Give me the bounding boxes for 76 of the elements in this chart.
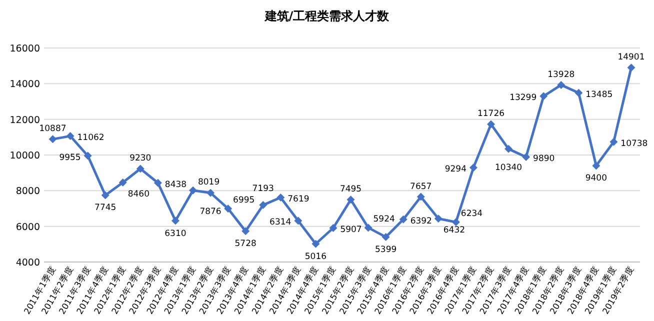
point: [592, 162, 600, 170]
point: [84, 152, 92, 160]
point: [557, 80, 566, 89]
data-label: 6392: [410, 216, 432, 226]
y-tick-label: 4000: [16, 258, 40, 268]
point: [276, 193, 285, 202]
point: [610, 138, 618, 146]
data-label: 7657: [410, 182, 432, 192]
point: [224, 204, 232, 213]
point: [382, 233, 390, 242]
point: [346, 196, 355, 204]
data-label: 9230: [130, 154, 152, 164]
y-tick-label: 10000: [10, 150, 40, 162]
data-label: 9400: [585, 174, 607, 184]
point: [48, 135, 57, 144]
data-label: 13299: [510, 93, 537, 104]
data-label: 10738: [620, 138, 648, 149]
point: [487, 120, 495, 128]
data-label: 8438: [164, 180, 187, 190]
data-label: 6432: [443, 226, 466, 236]
data-label: 7876: [200, 206, 222, 217]
point: [101, 191, 110, 200]
point: [574, 88, 583, 97]
data-label: 7745: [94, 203, 116, 214]
point: [118, 178, 127, 186]
data-label: 11062: [77, 133, 104, 144]
data-label: 7619: [288, 194, 310, 204]
y-tick-label: 6000: [16, 222, 40, 233]
data-label: 11726: [477, 109, 505, 120]
point: [434, 214, 442, 223]
point: [154, 178, 162, 187]
point: [294, 216, 302, 225]
data-label: 10340: [495, 162, 522, 173]
data-label: 9294: [444, 164, 466, 175]
y-tick-label: 8000: [16, 186, 40, 198]
data-label: 9955: [59, 152, 81, 163]
point: [399, 215, 408, 224]
data-label: 5399: [375, 245, 397, 256]
point: [364, 224, 372, 232]
point: [416, 192, 425, 201]
data-label: 6310: [164, 228, 186, 239]
data-label: 6314: [270, 218, 292, 228]
point: [452, 218, 460, 226]
data-label: 5907: [340, 224, 362, 235]
y-tick-label: 14000: [10, 79, 40, 90]
point: [136, 164, 144, 173]
data-label: 5016: [304, 252, 327, 262]
point: [312, 240, 320, 248]
data-label: 8019: [198, 177, 220, 188]
data-label: 6995: [233, 196, 255, 206]
point: [189, 186, 197, 194]
chart-title: 建筑/工程类需求人才数: [264, 9, 390, 23]
data-label: 13485: [586, 90, 613, 100]
data-label: 5924: [373, 214, 395, 225]
point: [627, 64, 636, 72]
point: [259, 201, 268, 210]
point: [66, 132, 74, 140]
point: [206, 188, 215, 197]
data-label: 6234: [460, 209, 483, 220]
data-label: 7193: [252, 184, 274, 194]
point: [242, 227, 250, 236]
data-label: 7495: [340, 184, 362, 195]
point: [469, 164, 478, 172]
data-label: 14901: [618, 52, 645, 63]
data-label: 10887: [39, 124, 66, 134]
point: [540, 92, 548, 100]
y-tick-label: 12000: [10, 114, 40, 126]
point: [171, 216, 180, 225]
point: [504, 144, 513, 153]
data-label: 8460: [128, 189, 150, 200]
point: [329, 224, 338, 232]
data-label: 13928: [548, 70, 575, 80]
data-label: 9890: [533, 154, 555, 164]
point: [522, 152, 530, 161]
y-tick-label: 16000: [10, 44, 40, 54]
data-label: 5728: [234, 239, 256, 250]
